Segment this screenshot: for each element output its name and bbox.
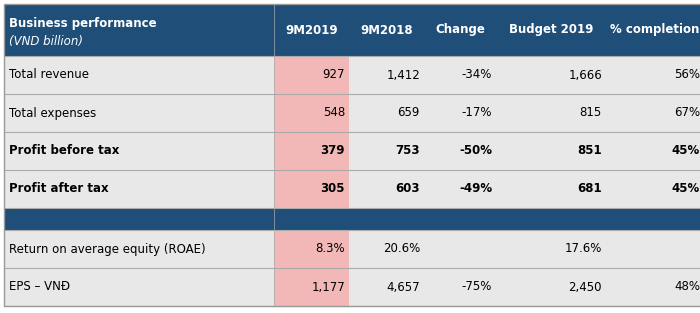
Text: Total revenue: Total revenue bbox=[9, 69, 89, 81]
Text: 927: 927 bbox=[323, 69, 345, 81]
Text: -34%: -34% bbox=[461, 69, 492, 81]
Text: 56%: 56% bbox=[674, 69, 700, 81]
Text: 17.6%: 17.6% bbox=[565, 243, 602, 255]
Text: -50%: -50% bbox=[459, 145, 492, 157]
Text: 548: 548 bbox=[323, 106, 345, 120]
Bar bbox=[4, 4, 700, 56]
Text: Budget 2019: Budget 2019 bbox=[509, 23, 593, 37]
Bar bbox=[274, 132, 349, 170]
Bar bbox=[4, 56, 700, 94]
Text: 45%: 45% bbox=[672, 182, 700, 196]
Text: 1,177: 1,177 bbox=[312, 280, 345, 294]
Bar bbox=[274, 230, 349, 268]
Text: -49%: -49% bbox=[459, 182, 492, 196]
Text: Change: Change bbox=[435, 23, 485, 37]
Bar bbox=[274, 56, 349, 94]
Text: 603: 603 bbox=[395, 182, 420, 196]
Bar bbox=[274, 170, 349, 208]
Bar bbox=[4, 230, 700, 268]
Text: 20.6%: 20.6% bbox=[383, 243, 420, 255]
Text: Total expenses: Total expenses bbox=[9, 106, 97, 120]
Text: EPS – VNĐ: EPS – VNĐ bbox=[9, 280, 70, 294]
Text: 851: 851 bbox=[578, 145, 602, 157]
Bar bbox=[274, 268, 349, 306]
Text: Profit after tax: Profit after tax bbox=[9, 182, 108, 196]
Text: 48%: 48% bbox=[674, 280, 700, 294]
Text: 1,412: 1,412 bbox=[386, 69, 420, 81]
Text: 1,666: 1,666 bbox=[568, 69, 602, 81]
Text: Business performance: Business performance bbox=[9, 17, 157, 30]
Text: 815: 815 bbox=[580, 106, 602, 120]
Text: 681: 681 bbox=[578, 182, 602, 196]
Bar bbox=[4, 208, 700, 230]
Text: Return on average equity (ROAE): Return on average equity (ROAE) bbox=[9, 243, 206, 255]
Bar bbox=[4, 170, 700, 208]
Bar bbox=[4, 94, 700, 132]
Bar bbox=[4, 132, 700, 170]
Text: 9M2019: 9M2019 bbox=[285, 23, 338, 37]
Bar bbox=[274, 94, 349, 132]
Text: 753: 753 bbox=[395, 145, 420, 157]
Bar bbox=[4, 268, 700, 306]
Text: 379: 379 bbox=[321, 145, 345, 157]
Text: 9M2018: 9M2018 bbox=[360, 23, 413, 37]
Text: -75%: -75% bbox=[461, 280, 492, 294]
Text: 45%: 45% bbox=[672, 145, 700, 157]
Text: Profit before tax: Profit before tax bbox=[9, 145, 120, 157]
Text: % completion: % completion bbox=[610, 23, 700, 37]
Text: 2,450: 2,450 bbox=[568, 280, 602, 294]
Text: 305: 305 bbox=[321, 182, 345, 196]
Text: 659: 659 bbox=[398, 106, 420, 120]
Text: 8.3%: 8.3% bbox=[316, 243, 345, 255]
Text: (VND billion): (VND billion) bbox=[9, 35, 83, 48]
Text: -17%: -17% bbox=[461, 106, 492, 120]
Text: 67%: 67% bbox=[674, 106, 700, 120]
Text: 4,657: 4,657 bbox=[386, 280, 420, 294]
